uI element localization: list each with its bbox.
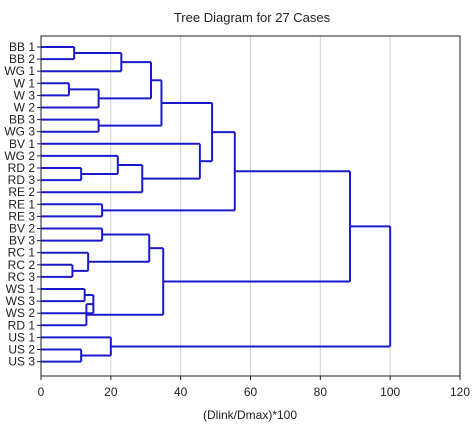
leaf-label: WS 2	[6, 306, 36, 320]
leaf-label: W 2	[14, 101, 36, 115]
x-tick-label: 40	[174, 385, 188, 399]
leaf-label: W 1	[14, 76, 36, 90]
x-axis: 0 20 40 60 80 100 120	[38, 376, 470, 399]
leaf-label: US 1	[8, 330, 35, 344]
leaf-label: US 3	[8, 355, 35, 369]
x-tick-label: 80	[314, 385, 328, 399]
leaf-label: BV 1	[9, 137, 35, 151]
leaf-label: BB 1	[9, 40, 35, 54]
grid-lines	[110, 36, 391, 376]
leaf-label: BB 2	[9, 52, 35, 66]
leaf-label: W 3	[14, 88, 36, 102]
leaf-label: WG 2	[4, 149, 35, 163]
leaf-label: RE 1	[8, 197, 35, 211]
leaf-label: BV 3	[9, 234, 35, 248]
chart-title: Tree Diagram for 27 Cases	[174, 10, 331, 25]
leaf-label: RD 2	[8, 161, 36, 175]
tree-links	[41, 46, 392, 363]
leaf-label: WG 1	[4, 64, 35, 78]
x-tick-label: 100	[380, 385, 400, 399]
x-axis-label: (Dlink/Dmax)*100	[203, 408, 297, 422]
x-tick-label: 120	[450, 385, 470, 399]
x-tick-label: 0	[38, 385, 45, 399]
leaf-label: RC 3	[8, 270, 36, 284]
leaf-label: RD 1	[8, 318, 36, 332]
leaf-label: RD 3	[8, 173, 36, 187]
leaf-label: WG 3	[4, 125, 35, 139]
leaf-label: RE 3	[8, 209, 35, 223]
leaf-labels: BB 1BB 2WG 1W 1W 3W 2BB 3WG 3BV 1WG 2RD …	[4, 40, 41, 369]
x-tick-label: 20	[104, 385, 118, 399]
leaf-label: US 2	[8, 343, 35, 357]
leaf-label: BV 2	[9, 222, 35, 236]
x-tick-label: 60	[244, 385, 258, 399]
leaf-label: RC 1	[8, 246, 36, 260]
leaf-label: RC 2	[8, 258, 36, 272]
leaf-label: WS 3	[6, 294, 36, 308]
leaf-label: WS 1	[6, 282, 36, 296]
leaf-label: BB 3	[9, 113, 35, 127]
leaf-label: RE 2	[8, 185, 35, 199]
